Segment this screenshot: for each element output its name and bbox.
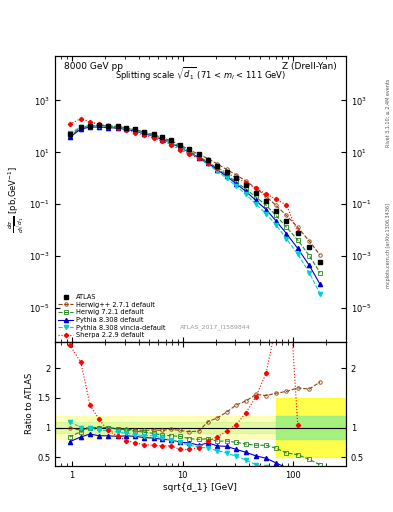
Bar	[55, 416, 346, 439]
X-axis label: sqrt{d_1} [GeV]: sqrt{d_1} [GeV]	[163, 482, 237, 492]
Text: 8000 GeV pp: 8000 GeV pp	[64, 62, 123, 71]
Text: Rivet 3.1.10; ≥ 2.4M events: Rivet 3.1.10; ≥ 2.4M events	[386, 78, 391, 147]
Text: Z (Drell-Yan): Z (Drell-Yan)	[282, 62, 337, 71]
Bar	[276, 398, 346, 457]
Y-axis label: Ratio to ATLAS: Ratio to ATLAS	[25, 373, 34, 435]
Text: ATLAS_2017_I1589844: ATLAS_2017_I1589844	[180, 325, 250, 330]
Text: mcplots.cern.ch [arXiv:1306.3436]: mcplots.cern.ch [arXiv:1306.3436]	[386, 203, 391, 288]
Bar	[55, 421, 346, 434]
Text: Splitting scale $\sqrt{d_1}$ (71 < $m_l$ < 111 GeV): Splitting scale $\sqrt{d_1}$ (71 < $m_l$…	[115, 65, 286, 82]
Y-axis label: $\frac{d\sigma}{d\sqrt{d_1}}$ [pb,GeV$^{-1}$]: $\frac{d\sigma}{d\sqrt{d_1}}$ [pb,GeV$^{…	[7, 165, 26, 232]
Bar	[276, 416, 346, 439]
Legend: ATLAS, Herwig++ 2.7.1 default, Herwig 7.2.1 default, Pythia 8.308 default, Pythi: ATLAS, Herwig++ 2.7.1 default, Herwig 7.…	[57, 293, 167, 340]
